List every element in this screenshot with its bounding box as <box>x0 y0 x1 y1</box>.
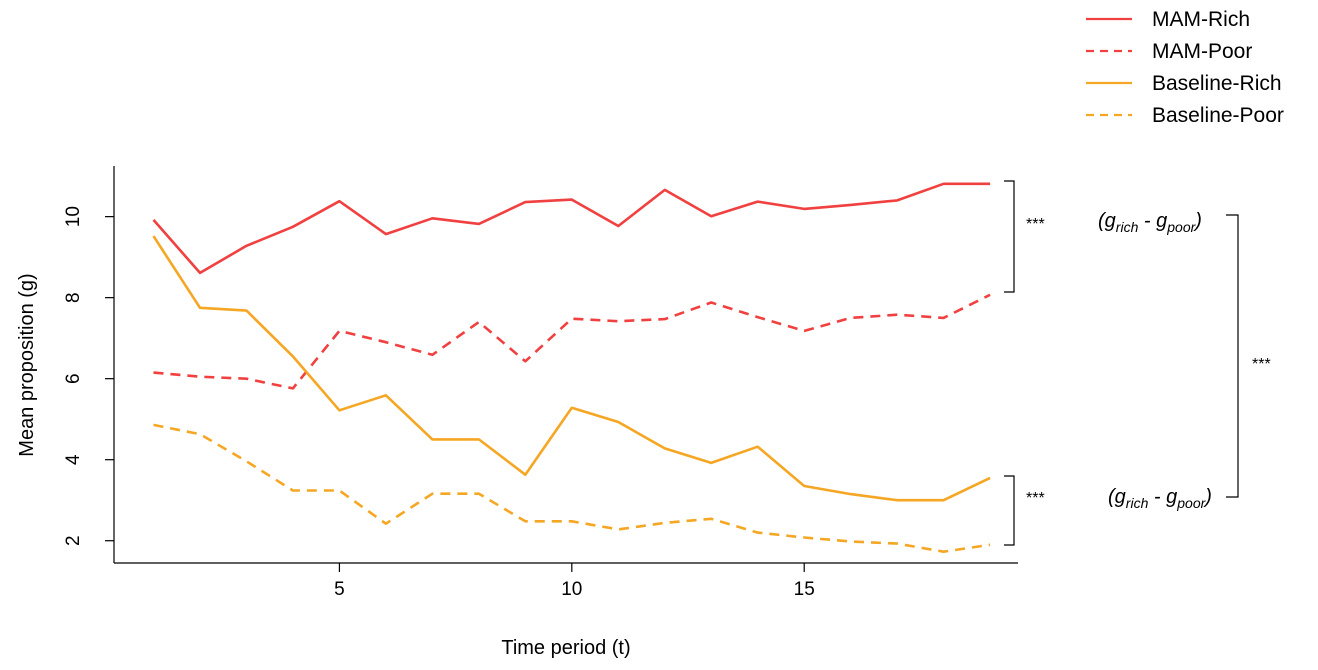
baseline-gap-label: (grich - gpoor) <box>1108 486 1212 511</box>
x-tick-label: 10 <box>561 579 582 600</box>
did-bracket <box>1226 214 1239 498</box>
y-tick-label: 2 <box>63 535 84 546</box>
x-ticks: 5 10 15 <box>334 563 815 600</box>
baseline-gap-bracket <box>1004 475 1015 546</box>
y-tick-label: 4 <box>63 454 84 465</box>
legend-label: MAM-Poor <box>1152 40 1252 63</box>
x-tick-label: 15 <box>794 579 815 600</box>
series-lines <box>152 182 991 554</box>
mam-gap-bracket <box>1004 180 1015 293</box>
series-line-baseline-poor <box>153 423 991 554</box>
did-significance: *** <box>1252 356 1271 373</box>
y-tick-label: 8 <box>63 292 84 303</box>
y-ticks: 2 4 6 8 10 <box>63 206 114 546</box>
series-line-mam-rich <box>152 182 991 275</box>
legend-label: Baseline-Rich <box>1152 72 1282 95</box>
mam-gap-significance: *** <box>1026 216 1045 233</box>
y-axis-title: Mean proposition (g) <box>16 273 38 456</box>
series-line-baseline-rich <box>152 235 991 502</box>
x-tick-label: 5 <box>334 579 345 600</box>
series-line-mam-poor <box>153 293 991 390</box>
y-tick-label: 10 <box>63 206 84 227</box>
legend-label: Baseline-Poor <box>1152 104 1284 127</box>
mam-gap-label: (grich - gpoor) <box>1098 210 1202 235</box>
baseline-gap-significance: *** <box>1026 490 1045 507</box>
legend-label: MAM-Rich <box>1152 8 1250 31</box>
y-tick-label: 6 <box>63 373 84 384</box>
legend: MAM-Rich MAM-Poor Baseline-Rich Baseline-Po… <box>1086 8 1284 127</box>
x-axis-title: Time period (t) <box>501 637 630 659</box>
